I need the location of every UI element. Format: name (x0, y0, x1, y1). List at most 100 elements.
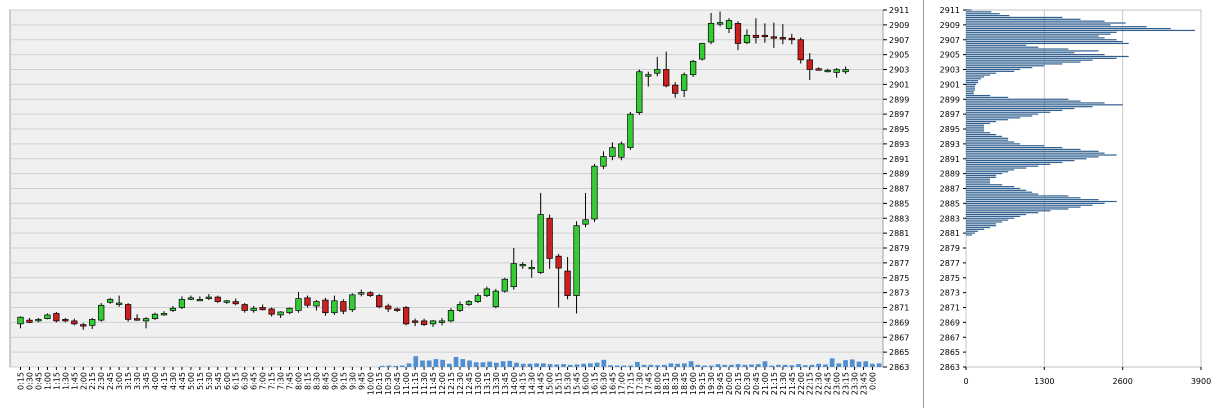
volume-bar (594, 362, 600, 367)
profile-bar (966, 26, 1147, 28)
x-tick-label: 23:30 (851, 372, 860, 395)
profile-bar (966, 98, 1069, 100)
profile-bar (966, 87, 976, 89)
x-tick-label: 4:00 (151, 372, 160, 390)
profile-bar (966, 89, 976, 91)
x-tick-label: 18:45 (680, 372, 689, 395)
profile-y-tick-label: 2887 (940, 185, 960, 194)
candle-body (241, 304, 248, 311)
candle-body (250, 307, 257, 311)
profile-bar (966, 72, 997, 74)
x-tick-label: 22:00 (797, 372, 806, 395)
profile-bar (966, 16, 1063, 19)
profile-bar (966, 55, 1129, 58)
volume-bar (702, 365, 707, 367)
candle-body (89, 319, 96, 326)
profile-bar (966, 186, 1015, 188)
profile-bar (966, 22, 1126, 24)
profile-bar (966, 174, 997, 177)
profile-bar (966, 9, 972, 11)
candle-body (331, 300, 338, 314)
profile-bar (966, 80, 979, 82)
candle-body (707, 23, 715, 43)
volume-bar (447, 363, 452, 367)
y-tick-label: 2905 (889, 51, 909, 60)
x-tick-label: 4:30 (169, 372, 178, 390)
x-tick-label: 20:15 (734, 372, 743, 395)
profile-bar (966, 132, 991, 134)
volume-bar (823, 364, 828, 367)
x-tick-label: 2:00 (79, 372, 88, 390)
x-tick-label: 14:30 (528, 372, 537, 395)
profile-bars (966, 9, 1195, 236)
profile-bar (966, 167, 1027, 169)
volume-bar (635, 361, 640, 367)
x-tick-label: 3:30 (133, 372, 142, 390)
profile-bar (966, 39, 1117, 41)
volume-bar (695, 364, 701, 367)
price-gridlines (10, 9, 883, 368)
x-tick-label: 1:45 (70, 372, 79, 390)
candle-body (555, 255, 562, 269)
y-tick-label: 2887 (889, 185, 909, 194)
volume-bar (661, 364, 667, 367)
volume-bar (453, 356, 459, 367)
x-tick-label: 13:45 (501, 372, 510, 395)
profile-bar (966, 68, 1021, 71)
profile-bar (966, 81, 979, 84)
profile-bar (966, 126, 985, 128)
profile-bar (966, 115, 1033, 117)
candle-body (573, 225, 580, 296)
profile-bar (966, 208, 1069, 210)
candle-body (169, 307, 177, 311)
profile-y-tick-label: 2867 (940, 333, 960, 342)
x-tick-label: 16:00 (582, 372, 591, 395)
profile-y-tick-label: 2875 (940, 274, 960, 283)
profile-bar (966, 163, 1051, 165)
profile-bar (966, 11, 992, 13)
x-tick-label: 4:45 (178, 372, 187, 390)
candle-body (214, 296, 221, 302)
volume-bar (742, 364, 748, 367)
y-tick-label: 2903 (889, 66, 909, 75)
profile-y-tick-label: 2865 (940, 348, 960, 357)
profile-bar (966, 228, 985, 231)
profile-bar (966, 210, 1051, 212)
profile-bar (966, 226, 991, 229)
volume-bar (655, 365, 660, 367)
candle-body (645, 74, 652, 77)
candle-body (546, 217, 553, 259)
profile-bar (966, 154, 1117, 156)
x-tick-label: 3:45 (142, 372, 151, 390)
volume-bar (816, 363, 822, 367)
y-tick-label: 2883 (889, 214, 909, 223)
volume-bar (460, 359, 466, 367)
candle-body (788, 37, 795, 41)
x-tick-label: 11:45 (429, 372, 438, 395)
candle-body (223, 300, 230, 303)
profile-bar (966, 146, 1063, 149)
profile-bar (966, 59, 1093, 61)
candle-body (447, 310, 455, 322)
candle-body (833, 69, 840, 73)
profile-y-tick-label: 2877 (940, 259, 960, 268)
candle-body (403, 307, 410, 325)
volume-bar (708, 365, 714, 367)
volume-bar (386, 365, 392, 367)
profile-y-tick-label: 2911 (940, 6, 960, 15)
profile-bar (966, 182, 991, 184)
y-tick-label: 2889 (889, 170, 909, 179)
profile-bar (966, 128, 985, 130)
candlestick-chart: 2911 2909 2907 2905 2903 2901 2899 2897 2895 2893… (9, 6, 909, 395)
x-tick-label: 7:15 (268, 372, 277, 390)
x-tick-label: 16:15 (590, 372, 599, 395)
volume-bar (406, 363, 412, 367)
volume-bar (621, 365, 627, 367)
profile-bar (966, 18, 1081, 20)
x-tick-label: 8:45 (321, 372, 330, 390)
volume-bar (675, 363, 681, 367)
profile-bar (966, 106, 1093, 108)
y-tick-label: 2897 (889, 110, 909, 119)
x-tick-label: 2:15 (88, 372, 97, 390)
volume-bar (715, 364, 721, 367)
